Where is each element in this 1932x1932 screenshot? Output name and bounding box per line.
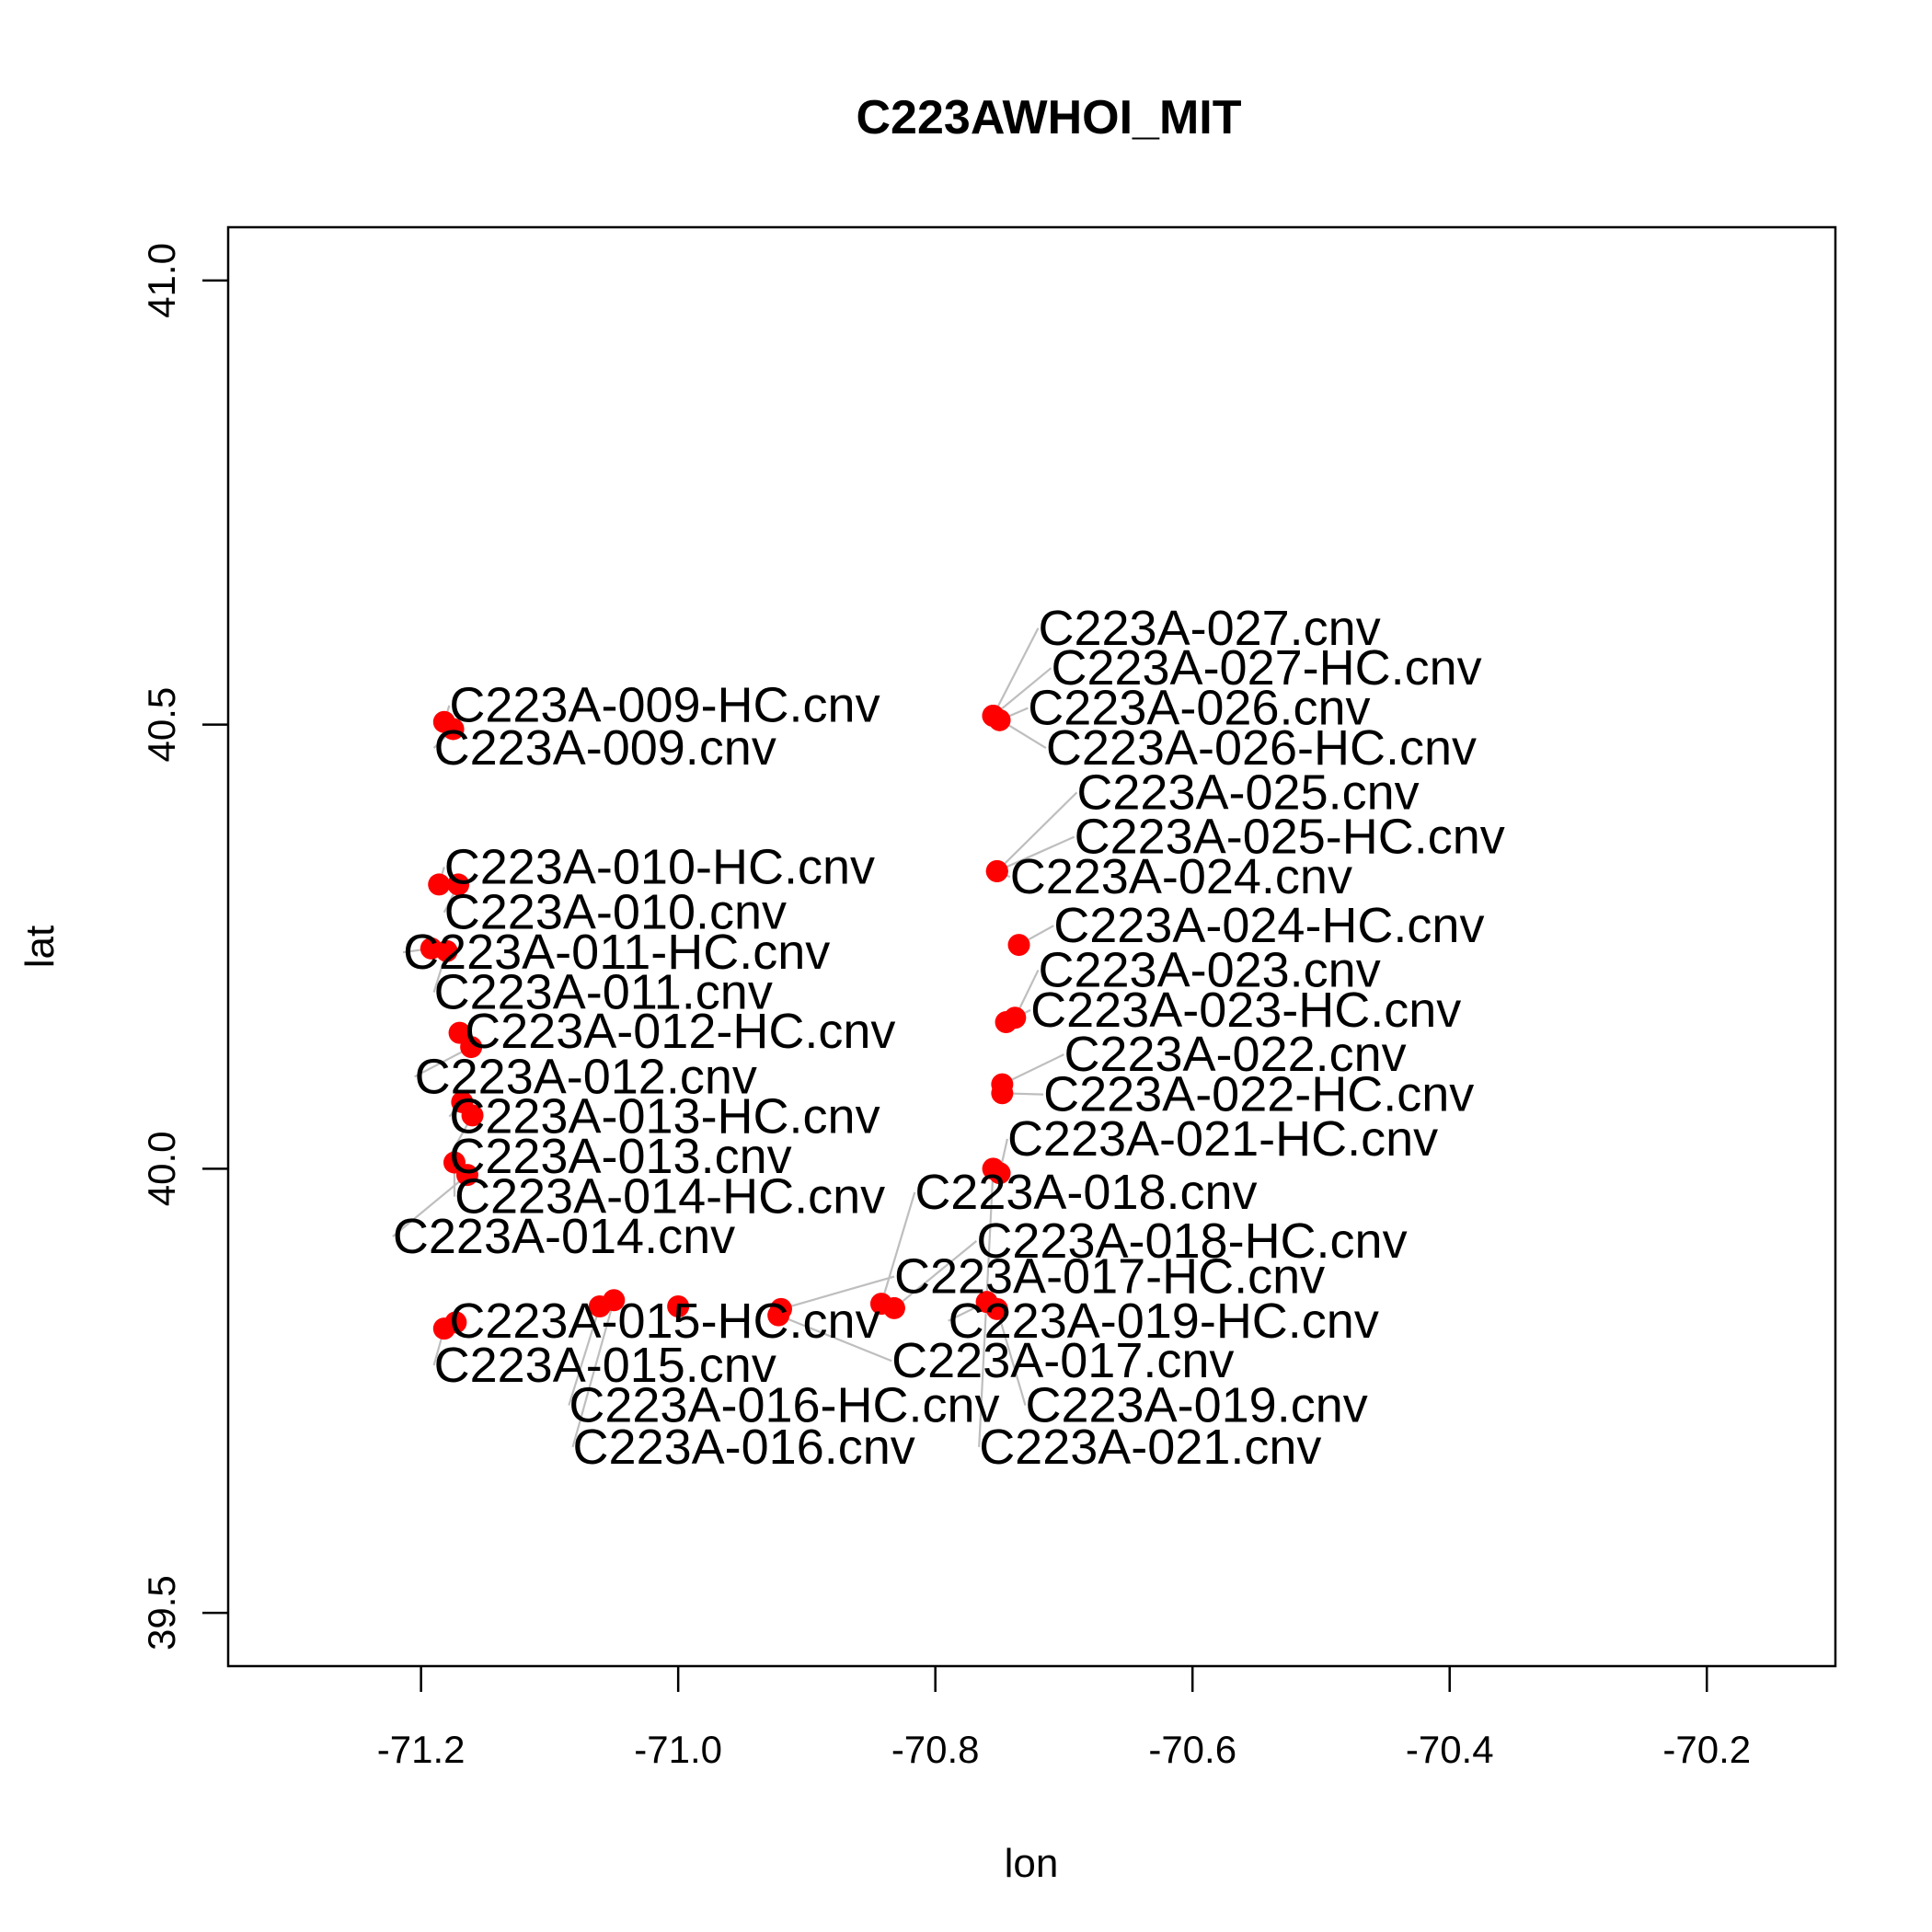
station-label: C223A-010-HC.cnv <box>444 839 875 894</box>
leader-line <box>392 1174 468 1237</box>
leader-line <box>777 1314 892 1363</box>
station-label: C223A-027.cnv <box>1038 601 1380 656</box>
station-label: C223A-012.cnv <box>415 1049 757 1104</box>
x-tick-label: -70.6 <box>1148 1728 1236 1771</box>
data-point <box>447 873 470 896</box>
data-point <box>982 704 1005 727</box>
data-point <box>985 1297 1008 1320</box>
leader-line <box>1001 1053 1064 1086</box>
station-label: C223A-017-HC.cnv <box>894 1249 1325 1305</box>
station-label: C223A-016-HC.cnv <box>569 1378 999 1433</box>
x-tick-label: -70.4 <box>1406 1728 1494 1771</box>
station-label: C223A-009-HC.cnv <box>449 678 880 733</box>
data-point <box>1007 934 1030 957</box>
station-label: C223A-013.cnv <box>449 1129 791 1184</box>
y-tick-label: 40.0 <box>140 1131 183 1206</box>
data-point <box>460 1036 483 1059</box>
leader-line <box>571 1299 615 1448</box>
x-tick-label: -70.8 <box>891 1728 980 1771</box>
y-axis-label: lat <box>17 926 63 968</box>
leader-line <box>992 627 1040 717</box>
station-label: C223A-012-HC.cnv <box>465 1004 895 1059</box>
station-label: C223A-023-HC.cnv <box>1030 983 1461 1038</box>
leader-line <box>996 835 1075 872</box>
leader-line <box>992 667 1052 717</box>
station-label: C223A-018.cnv <box>914 1165 1257 1220</box>
station-label: C223A-014.cnv <box>393 1209 735 1264</box>
data-points <box>420 704 1030 1340</box>
station-label: C223A-019-HC.cnv <box>949 1294 1379 1349</box>
station-label: C223A-024-HC.cnv <box>1053 898 1484 953</box>
y-axis: 39.5 40.0 40.5 41.0 <box>140 243 228 1650</box>
station-label: C223A-009.cnv <box>434 720 776 776</box>
station-label: C223A-019.cnv <box>1026 1378 1368 1433</box>
plot-frame <box>226 225 1837 1668</box>
x-tick-label: -70.2 <box>1662 1728 1751 1771</box>
x-axis-label: lon <box>1005 1841 1059 1886</box>
x-tick-label: -71.0 <box>634 1728 722 1771</box>
station-label: C223A-025.cnv <box>1076 765 1419 820</box>
station-label: C223A-018-HC.cnv <box>976 1213 1407 1269</box>
data-point <box>442 718 465 741</box>
station-label: C223A-010.cnv <box>444 885 787 940</box>
x-tick-label: -71.2 <box>377 1728 466 1771</box>
station-label: C223A-017.cnv <box>891 1333 1234 1388</box>
station-label: C223A-023.cnv <box>1038 942 1380 997</box>
leader-line <box>568 1305 601 1406</box>
data-point <box>455 1164 478 1187</box>
station-label: C223A-011-HC.cnv <box>403 925 830 980</box>
station-label: C223A-015.cnv <box>434 1338 776 1393</box>
station-label: C223A-021.cnv <box>979 1420 1321 1475</box>
data-point <box>432 1317 455 1340</box>
station-label: C223A-027-HC.cnv <box>1051 640 1481 696</box>
station-label: C223A-026-HC.cnv <box>1046 720 1477 776</box>
data-point <box>985 859 1008 882</box>
station-label: C223A-015-HC.cnv <box>449 1294 880 1349</box>
data-point <box>988 1162 1011 1185</box>
y-tick-label: 40.5 <box>140 687 183 763</box>
station-label: C223A-016.cnv <box>573 1420 915 1475</box>
chart-title: C223AWHOI_MIT <box>857 91 1242 144</box>
station-label: C223A-025-HC.cnv <box>1075 810 1505 865</box>
data-point <box>767 1304 790 1327</box>
y-tick-label: 41.0 <box>140 243 183 318</box>
leader-line <box>880 1191 916 1305</box>
leader-line <box>995 791 1078 872</box>
data-point <box>603 1289 626 1312</box>
leader-line <box>995 1308 1027 1406</box>
data-point <box>428 873 451 896</box>
leader-line <box>893 1240 978 1309</box>
data-point <box>435 939 458 962</box>
data-point <box>1004 1006 1027 1029</box>
leader-line <box>780 1275 895 1310</box>
data-point <box>882 1296 905 1319</box>
x-axis: -71.2 -71.0 -70.8 -70.6 -70.4 -70.2 <box>377 1666 1751 1771</box>
y-tick-label: 39.5 <box>140 1575 183 1650</box>
station-label: C223A-014-HC.cnv <box>454 1169 885 1225</box>
station-label: C223A-022-HC.cnv <box>1043 1067 1474 1122</box>
station-label: C223A-022.cnv <box>1064 1027 1406 1082</box>
station-label: C223A-024.cnv <box>1010 849 1352 904</box>
station-label: C223A-026.cnv <box>1028 681 1370 736</box>
data-point <box>667 1295 690 1317</box>
station-label: C223A-013-HC.cnv <box>449 1089 880 1144</box>
data-point <box>461 1104 484 1127</box>
station-label: C223A-021-HC.cnv <box>1007 1111 1438 1167</box>
station-label: C223A-011.cnv <box>434 965 773 1020</box>
data-point <box>991 1073 1014 1096</box>
